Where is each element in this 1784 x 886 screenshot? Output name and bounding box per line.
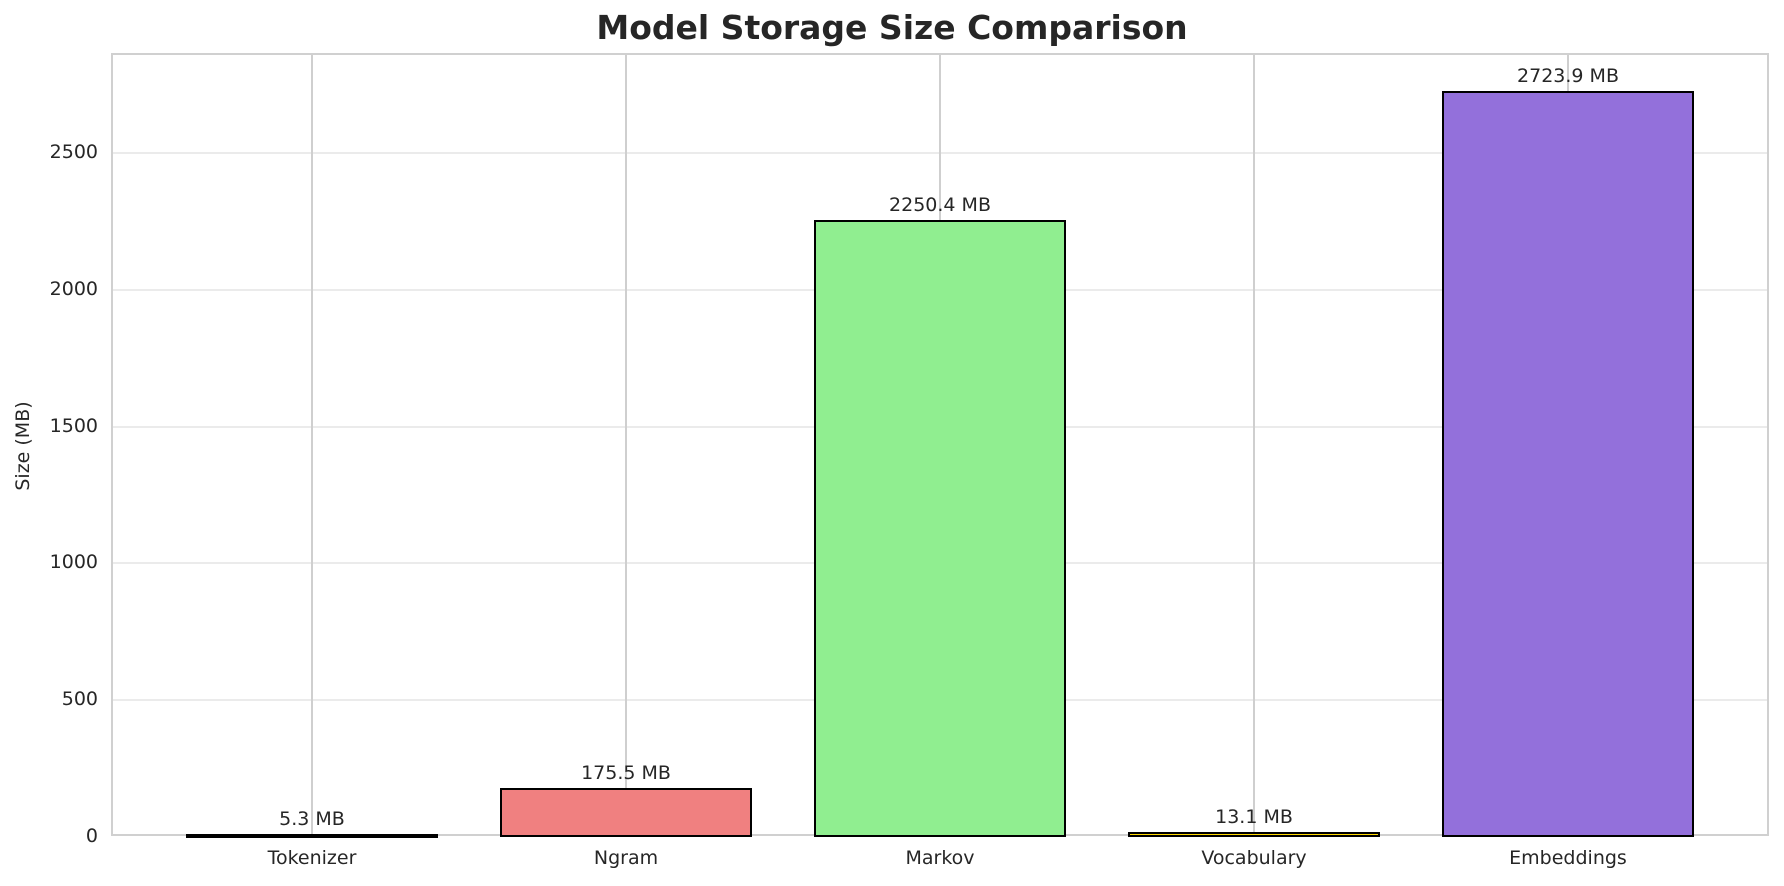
bar-tokenizer <box>186 834 438 838</box>
bar-markov <box>814 220 1066 837</box>
bar-value-label: 2723.9 MB <box>1517 64 1619 87</box>
bar-ngram <box>500 787 752 837</box>
y-tick-label: 2500 <box>49 141 98 164</box>
y-axis-label: Size (MB) <box>12 401 34 491</box>
gridline-vertical <box>625 55 627 834</box>
x-tick-label: Ngram <box>593 847 659 869</box>
bar-value-label: 13.1 MB <box>1215 806 1293 829</box>
y-tick-label: 0 <box>85 825 98 847</box>
chart-title: Model Storage Size Comparison <box>596 8 1188 47</box>
bar-value-label: 5.3 MB <box>279 808 345 830</box>
y-tick-label: 1500 <box>49 414 98 437</box>
x-tick-label: Vocabulary <box>1201 847 1307 869</box>
bar-embeddings <box>1442 90 1694 837</box>
gridline-vertical <box>311 55 313 834</box>
y-tick-label: 1000 <box>49 551 98 574</box>
x-tick-label: Tokenizer <box>267 847 357 869</box>
bar-value-label: 2250.4 MB <box>889 194 991 217</box>
x-tick-label: Embeddings <box>1509 847 1627 869</box>
y-tick-label: 2000 <box>49 277 98 300</box>
bar-vocabulary <box>1128 832 1380 837</box>
gridline-vertical <box>1253 55 1255 834</box>
x-tick-label: Markov <box>905 847 975 869</box>
plot-area <box>111 53 1769 838</box>
y-tick-label: 500 <box>61 688 98 711</box>
bar-value-label: 175.5 MB <box>581 761 671 784</box>
